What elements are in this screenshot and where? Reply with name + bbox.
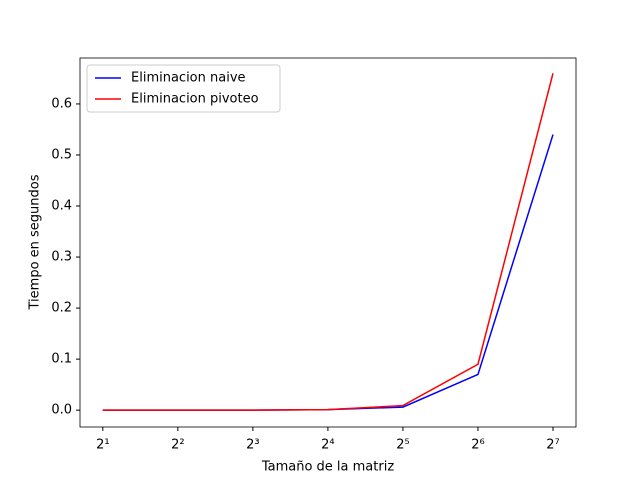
y-tick-label: 0.2 bbox=[51, 301, 72, 316]
x-tick-label: 2⁵ bbox=[396, 438, 409, 453]
y-tick-label: 0.0 bbox=[51, 403, 72, 418]
x-axis-label: Tamaño de la matriz bbox=[261, 460, 394, 475]
x-tick-label: 2⁷ bbox=[546, 438, 559, 453]
y-tick-label: 0.4 bbox=[51, 199, 72, 214]
x-tick-label: 2² bbox=[171, 438, 184, 453]
y-tick-label: 0.6 bbox=[51, 96, 72, 111]
y-tick-label: 0.1 bbox=[51, 352, 72, 367]
legend-label: Eliminacion naive bbox=[131, 71, 246, 86]
x-tick-label: 2³ bbox=[246, 438, 259, 453]
y-tick-label: 0.3 bbox=[51, 250, 72, 265]
y-axis-label: Tiempo en segundos bbox=[28, 174, 43, 310]
x-tick-label: 2⁶ bbox=[471, 438, 484, 453]
legend-label: Eliminacion pivoteo bbox=[131, 92, 259, 107]
y-tick-label: 0.5 bbox=[51, 147, 72, 162]
line-series bbox=[102, 73, 554, 411]
legend-box bbox=[86, 64, 281, 113]
plot-frame bbox=[79, 57, 577, 428]
x-tick-label: 2⁴ bbox=[321, 438, 334, 453]
x-tick-label: 2¹ bbox=[96, 438, 109, 453]
